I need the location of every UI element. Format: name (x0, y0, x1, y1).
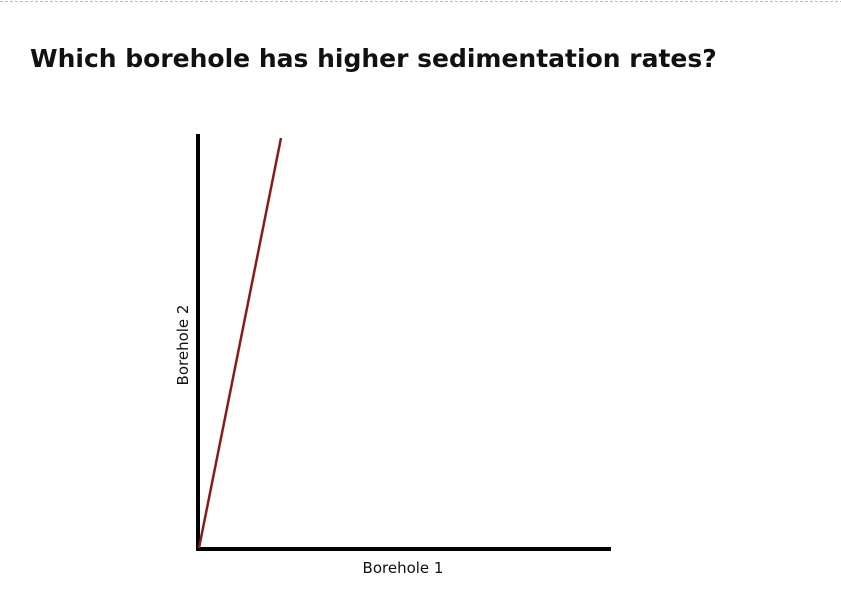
figure: Borehole 1 Borehole 2 (174, 134, 611, 577)
y-axis-label: Borehole 2 (174, 305, 192, 386)
x-axis-label: Borehole 1 (363, 559, 444, 577)
rate-line (197, 137, 283, 549)
slide-title: Which borehole has higher sedimentation … (30, 44, 717, 73)
